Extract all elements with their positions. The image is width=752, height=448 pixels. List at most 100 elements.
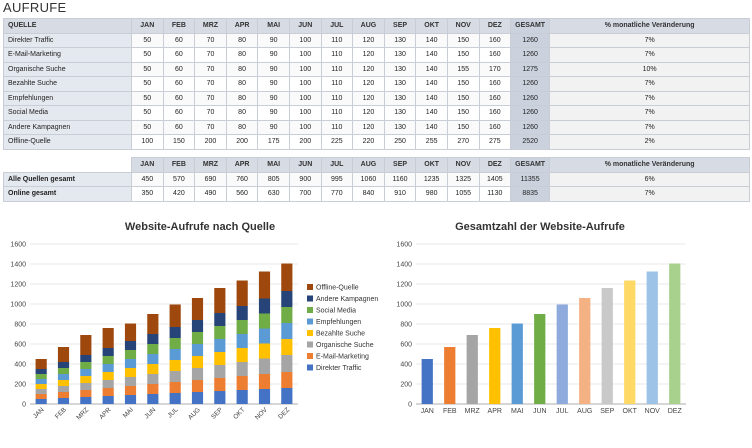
cell-change: 7% (549, 186, 751, 202)
table-row: Social Media 50 60 70 80 90 100 110 120 130 140 150… (3, 105, 751, 121)
cell-value: 90 (257, 119, 290, 135)
header-month: APR (225, 157, 259, 173)
legend-swatch (307, 295, 313, 302)
bar-segment (191, 368, 204, 380)
header-month: JUN (288, 18, 322, 34)
bar-segment (124, 386, 137, 395)
cell-value: 1405 (478, 171, 512, 187)
header-month: JAN (131, 157, 164, 173)
cell-value: 100 (131, 134, 164, 150)
x-tick-label: FEB (443, 408, 457, 415)
y-tick-label: 600 (14, 342, 26, 349)
bar-segment (80, 383, 92, 390)
cell-value: 155 (446, 61, 480, 77)
bar-segment (102, 380, 114, 388)
bar-segment (236, 390, 248, 404)
total-bar (669, 263, 681, 404)
bar-segment (214, 339, 226, 352)
cell-value: 140 (415, 61, 448, 77)
cell-value: 60 (162, 105, 196, 121)
bar-segment (80, 397, 92, 404)
source-table-header: QUELLE JAN FEB MRZ APR MAI JUN JUL AUG SEP OKT NOV D… (3, 18, 751, 34)
cell-value: 60 (162, 32, 196, 48)
cell-value: 130 (383, 76, 417, 92)
bar-segment (147, 374, 159, 384)
cell-value: 570 (162, 171, 196, 187)
bar-segment (281, 339, 293, 355)
cell-value: 140 (415, 105, 448, 121)
y-tick-label: 1400 (10, 262, 26, 269)
x-tick-label: NOV (254, 406, 269, 421)
header-month: DEZ (478, 157, 512, 173)
x-tick-label: OKT (623, 408, 638, 415)
bar-segment (281, 355, 293, 372)
cell-value: 110 (320, 32, 354, 48)
table-row: Andere Kampagnen 50 60 70 80 90 100 110 120 130 14… (3, 119, 751, 135)
header-month: MAI (257, 18, 290, 34)
cell-value: 130 (383, 61, 417, 77)
bar-segment (57, 374, 70, 380)
cell-value: 910 (383, 186, 417, 202)
bar-segment (191, 392, 204, 404)
y-tick-label: 1000 (396, 302, 412, 309)
cell-change: 7% (549, 105, 751, 121)
total-bar (601, 288, 613, 404)
source-table: QUELLE JAN FEB MRZ APR MAI JUN JUL AUG SEP OKT NOV D… (3, 18, 751, 150)
cell-value: 120 (352, 105, 385, 121)
bar-segment (35, 374, 47, 379)
header-change: % monatliche Veränderung (549, 18, 751, 34)
cell-value: 995 (320, 171, 354, 187)
bar-segment (102, 328, 114, 348)
cell-value: 255 (415, 134, 448, 150)
cell-value: 90 (257, 61, 290, 77)
cell-value: 770 (320, 186, 354, 202)
cell-total: 1260 (510, 32, 551, 48)
bar-segment (124, 359, 137, 368)
total-bar (579, 298, 591, 404)
cell-change: 7% (549, 90, 751, 106)
bar-segment (169, 393, 181, 404)
x-tick-label: MAI (122, 406, 135, 419)
cell-total: 2520 (510, 134, 551, 150)
table-row: Bezahlte Suche 50 60 70 80 90 100 110 120 130 140 1… (3, 76, 751, 92)
bar-segment (258, 328, 271, 344)
bar-segment (191, 298, 204, 320)
legend-label: Direkter Traffic (316, 365, 362, 372)
cell-value: 70 (194, 76, 227, 92)
bar-segment (169, 304, 181, 327)
cell-total: 1260 (510, 119, 551, 135)
y-tick-label: 200 (400, 382, 412, 389)
bar-segment (258, 271, 271, 299)
y-tick-label: 800 (14, 322, 26, 329)
cell-value: 90 (257, 90, 290, 106)
legend-label: Organische Suche (316, 342, 374, 349)
bar-segment (236, 348, 248, 362)
total-bar (444, 347, 456, 404)
bar-segment (258, 343, 271, 359)
header-month: AUG (352, 18, 385, 34)
bar-segment (35, 399, 47, 404)
cell-value: 980 (415, 186, 448, 202)
total-bar (511, 323, 523, 404)
bar-segment (35, 369, 47, 374)
bar-segment (214, 378, 226, 391)
header-month: MRZ (194, 18, 227, 34)
bar-segment (147, 354, 159, 364)
bar-segment (147, 384, 159, 394)
cell-value: 70 (194, 90, 227, 106)
table-row: Alle Quellen gesamt 450 570 690 760 805 900 995… (3, 171, 751, 187)
header-month: APR (225, 18, 259, 34)
legend-swatch (307, 318, 313, 325)
total-bar (646, 271, 658, 404)
cell-value: 150 (446, 76, 480, 92)
row-source-name: E-Mail-Marketing (3, 47, 132, 63)
cell-value: 140 (415, 32, 448, 48)
legend-swatch (307, 284, 313, 290)
cell-value: 150 (446, 119, 480, 135)
header-total: GESAMT (510, 157, 551, 173)
cell-value: 90 (257, 47, 290, 63)
cell-value: 90 (257, 32, 290, 48)
x-tick-label: JUL (166, 406, 179, 419)
table-row: Organische Suche 50 60 70 80 90 100 110 120 130 14… (3, 61, 751, 77)
cell-value: 80 (225, 61, 259, 77)
